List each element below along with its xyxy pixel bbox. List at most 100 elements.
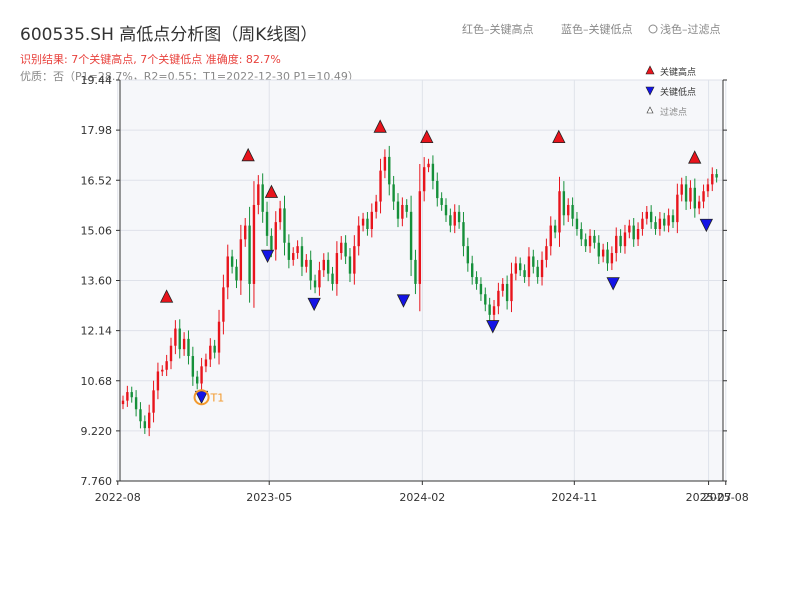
candle-body — [161, 369, 164, 372]
candle-body — [283, 208, 286, 243]
candle-body — [527, 256, 531, 278]
candle-body — [549, 225, 552, 247]
candle-body — [191, 356, 195, 377]
candle-body — [287, 242, 291, 260]
candle-body — [374, 201, 378, 212]
candle-body — [553, 225, 557, 233]
candle-body — [422, 167, 426, 192]
x-axis-ticks: 2022-08 2023-05 2024-02 2024-11 2025-072025-… — [95, 481, 749, 504]
candle-body — [610, 253, 614, 264]
candle-body — [505, 283, 509, 302]
candle-body — [645, 211, 648, 219]
top-legend-red: 红色–关键高点 — [462, 22, 534, 36]
key-low-marker — [307, 297, 321, 312]
candle-body — [449, 215, 452, 226]
candle-body — [379, 170, 382, 202]
candle-body — [134, 397, 138, 410]
result-subtitle: 识别结果: 7个关键高点, 7个关键低点 准确度: 82.7% — [20, 52, 281, 66]
candle-body — [292, 253, 295, 260]
candle-body — [571, 204, 574, 219]
candle-body — [488, 304, 491, 315]
candle-body — [252, 204, 256, 284]
candle-body — [322, 259, 325, 271]
candle-body — [226, 256, 229, 288]
candle-body — [540, 259, 544, 278]
candle-body — [715, 174, 718, 178]
y-axis-ticks: 19.44 17.98 16.52 15.06 13.60 12.14 10.68 9.220… — [81, 74, 727, 488]
candle-body — [615, 235, 618, 254]
candle-body — [300, 246, 304, 267]
candle-body — [654, 222, 657, 230]
candle-body — [606, 249, 609, 264]
candle-body — [366, 218, 369, 230]
candle-body — [143, 421, 147, 429]
candle-body — [523, 270, 526, 278]
candle-body — [313, 280, 317, 288]
candle-body — [697, 201, 701, 209]
candle-body — [200, 366, 203, 384]
candle-body — [265, 211, 269, 236]
candle-body — [257, 184, 260, 205]
candle-body — [156, 371, 160, 391]
candle-body — [658, 218, 662, 230]
y-tick-label: 9.220 — [81, 425, 113, 438]
candle-body — [632, 225, 635, 240]
y-tick-label: 19.44 — [81, 74, 113, 87]
candle-body — [479, 283, 483, 295]
candle-body — [169, 345, 173, 362]
candle-body — [147, 412, 151, 429]
key-high-marker — [241, 147, 255, 162]
candle-body — [318, 270, 321, 288]
candle-body — [475, 277, 478, 284]
candle-body — [222, 287, 225, 322]
candle-body — [623, 232, 627, 247]
candle-body — [405, 204, 408, 212]
candle-body — [497, 290, 500, 307]
candle-body — [348, 256, 352, 274]
candle-body — [335, 253, 339, 284]
candle-body — [619, 235, 622, 247]
key-low-marker — [699, 218, 713, 233]
candle-body — [440, 198, 443, 205]
candle-body — [353, 246, 356, 274]
candle-body — [676, 194, 679, 223]
key-low-marker — [260, 249, 275, 264]
candle-body — [165, 361, 168, 370]
candle-body — [584, 239, 587, 247]
y-tick-label: 17.98 — [81, 124, 113, 137]
key-low-marker — [486, 320, 500, 334]
legend-high-label: 关键高点 — [660, 66, 696, 78]
key-low-marker — [606, 277, 620, 291]
candle-body — [261, 184, 264, 212]
top-legend-gray-circle-icon — [648, 24, 658, 34]
candle-body — [139, 409, 142, 422]
candle-body — [178, 328, 181, 350]
candle-body — [196, 376, 199, 384]
t1-circle-icon — [193, 389, 210, 406]
candle-body — [636, 229, 640, 240]
candle-body — [274, 222, 277, 250]
candle-body — [239, 239, 243, 281]
candle-body — [187, 338, 190, 357]
candle-body — [383, 156, 387, 171]
candle-body — [671, 215, 675, 223]
candle-body — [270, 235, 273, 250]
candle-body — [693, 187, 697, 209]
candle-body — [305, 259, 308, 267]
y-tick-label: 7.760 — [81, 475, 113, 488]
candle-body — [230, 256, 234, 267]
y-tick-label: 12.14 — [81, 325, 113, 338]
candle-body — [370, 211, 374, 230]
candle-body — [492, 306, 496, 315]
candle-body — [326, 259, 330, 274]
candle-body — [217, 321, 221, 353]
candle-body — [182, 338, 186, 350]
y-tick-label: 15.06 — [81, 224, 113, 237]
candle-body — [453, 211, 456, 226]
candle-body — [649, 211, 653, 223]
candle-body — [510, 273, 513, 302]
legend-high-triangle-icon — [645, 65, 655, 75]
candle-body — [593, 235, 596, 243]
candle-body — [174, 328, 177, 346]
